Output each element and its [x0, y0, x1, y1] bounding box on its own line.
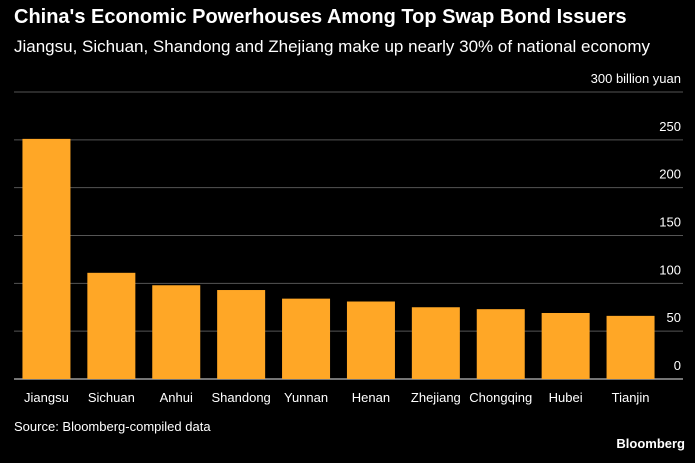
bars [22, 138, 655, 379]
x-tick-label-hubei: Hubei [549, 390, 583, 405]
y-tick-label: 200 [659, 167, 681, 182]
y-tick-label: 150 [659, 215, 681, 230]
bar-sichuan [87, 272, 136, 379]
x-tick-label-shandong: Shandong [212, 390, 271, 405]
bloomberg-logo: Bloomberg [616, 436, 685, 451]
x-tick-label-sichuan: Sichuan [88, 390, 135, 405]
x-tick-label-zhejiang: Zhejiang [411, 390, 461, 405]
y-tick-label: 300 billion yuan [591, 71, 681, 86]
y-axis-ticks: 0 50 100 150 200 250 300 billion yuan [591, 71, 681, 373]
bar-henan [346, 301, 395, 379]
x-axis-labels: Jiangsu Sichuan Anhui Shandong Yunnan Henan Zh… [24, 390, 649, 405]
x-tick-label-chongqing: Chongqing [469, 390, 532, 405]
y-tick-label: 0 [674, 358, 681, 373]
chart-title: China's Economic Powerhouses Among Top S… [14, 6, 627, 28]
bar-jiangsu [22, 138, 71, 379]
y-tick-label: 250 [659, 119, 681, 134]
x-tick-label-yunnan: Yunnan [284, 390, 328, 405]
y-tick-label: 50 [667, 310, 681, 325]
bar-zhejiang [411, 307, 460, 379]
bar-chongqing [476, 309, 525, 379]
chart-subtitle: Jiangsu, Sichuan, Shandong and Zhejiang … [14, 37, 651, 56]
bar-yunnan [282, 298, 331, 379]
x-tick-label-tianjin: Tianjin [612, 390, 650, 405]
bar-tianjin [606, 315, 655, 379]
x-tick-label-jiangsu: Jiangsu [24, 390, 69, 405]
bar-hubei [541, 312, 590, 379]
source-note: Source: Bloomberg-compiled data [14, 419, 211, 434]
bar-anhui [152, 285, 201, 379]
x-tick-label-henan: Henan [352, 390, 390, 405]
x-tick-label-anhui: Anhui [160, 390, 193, 405]
y-tick-label: 100 [659, 262, 681, 277]
bar-shandong [217, 290, 266, 379]
